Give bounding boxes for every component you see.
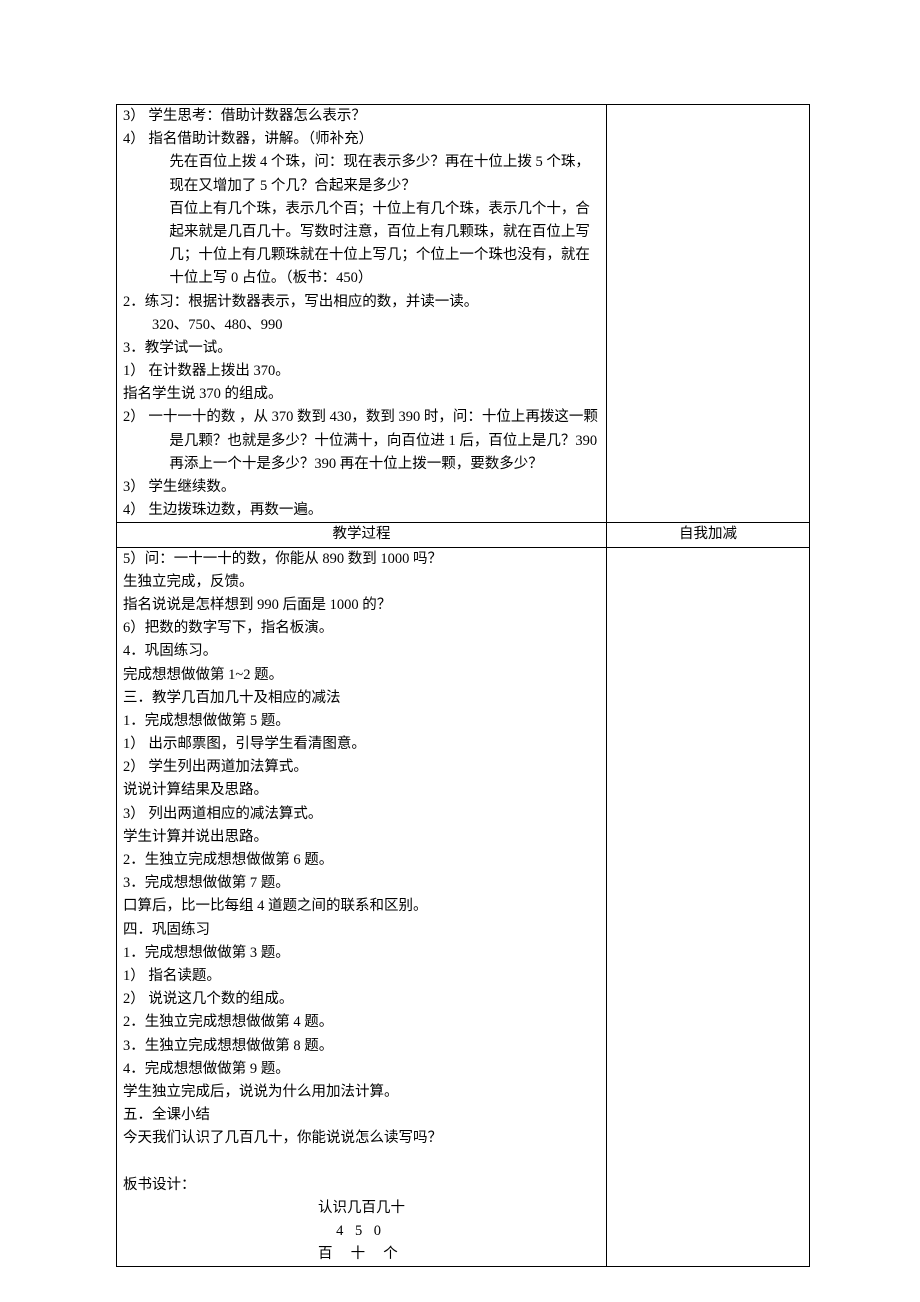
text-line: 1） 在计数器上拨出 370。 [123, 360, 600, 383]
text-line: 3） 学生思考：借助计数器怎么表示？ [123, 105, 600, 128]
document-page: 3） 学生思考：借助计数器怎么表示？ 4） 指名借助计数器，讲解。（师补充） 先… [0, 0, 920, 1302]
text-line: 2．生独立完成想想做做第 6 题。 [123, 849, 600, 872]
text-line: 2） 一十一十的数 ，从 370 数到 430，数到 390 时，问：十位上再拨… [123, 406, 600, 476]
text-line: 3） 列出两道相应的减法算式。 [123, 803, 600, 826]
text-line: 3．生独立完成想想做做第 8 题。 [123, 1035, 600, 1058]
text-line: 五．全课小结 [123, 1104, 600, 1127]
text-line: 3．教学试一试。 [123, 337, 600, 360]
text-line: 3） 学生继续数。 [123, 476, 600, 499]
header-main-label: 教学过程 [333, 526, 391, 542]
text-line: 2） 学生列出两道加法算式。 [123, 756, 600, 779]
text-line: 4．完成想想做做第 9 题。 [123, 1058, 600, 1081]
text-line: 3．完成想想做做第 7 题。 [123, 872, 600, 895]
lower-main-cell: 5）问：一十一十的数，你能从 890 数到 1000 吗？ 生独立完成，反馈。 … [117, 547, 607, 1267]
text-line: 今天我们认识了几百几十，你能说说怎么读写吗？ [123, 1127, 600, 1150]
text-line: 完成想想做做第 1~2 题。 [123, 664, 600, 687]
text-line: 三．教学几百加几十及相应的减法 [123, 687, 600, 710]
text-line: 口算后，比一比每组 4 道题之间的联系和区别。 [123, 895, 600, 918]
text-line: 说说计算结果及思路。 [123, 779, 600, 802]
text-line: 指名说说是怎样想到 990 后面是 1000 的？ [123, 594, 600, 617]
board-design-label: 板书设计： [123, 1174, 600, 1197]
text-line: 百位上有几个珠，表示几个百；十位上有几个珠，表示几个十，合起来就是几百几十。写数… [123, 198, 600, 291]
text-line: 320、750、480、990 [123, 314, 600, 337]
text-line: 5）问：一十一十的数，你能从 890 数到 1000 吗？ [123, 548, 600, 571]
text-line: 4） 指名借助计数器，讲解。（师补充） [123, 128, 600, 151]
text-line: 四．巩固练习 [123, 919, 600, 942]
board-title: 认识几百几十 [123, 1197, 600, 1220]
text-line: 2．生独立完成想想做做第 4 题。 [123, 1011, 600, 1034]
lesson-table: 3） 学生思考：借助计数器怎么表示？ 4） 指名借助计数器，讲解。（师补充） 先… [116, 104, 810, 1267]
lower-side-cell [607, 547, 810, 1267]
upper-side-cell [607, 105, 810, 523]
header-side-cell: 自我加减 [607, 523, 810, 547]
text-line: 1．完成想想做做第 5 题。 [123, 710, 600, 733]
board-number: 450 [123, 1220, 600, 1243]
text-line: 1．完成想想做做第 3 题。 [123, 942, 600, 965]
text-line: 2．练习：根据计数器表示，写出相应的数，并读一读。 [123, 291, 600, 314]
text-line: 6）把数的数字写下，指名板演。 [123, 617, 600, 640]
text-line: 4．巩固练习。 [123, 640, 600, 663]
text-line: 2） 说说这几个数的组成。 [123, 988, 600, 1011]
header-main-cell: 教学过程 [117, 523, 607, 547]
text-line: 1） 指名读题。 [123, 965, 600, 988]
text-line: 4） 生边拨珠边数，再数一遍。 [123, 499, 600, 522]
text-line: 学生独立完成后，说说为什么用加法计算。 [123, 1081, 600, 1104]
text-line: 学生计算并说出思路。 [123, 826, 600, 849]
text-line: 生独立完成，反馈。 [123, 571, 600, 594]
blank-line [123, 1150, 600, 1173]
text-line: 先在百位上拨 4 个珠，问：现在表示多少？再在十位上拨 5 个珠，现在又增加了 … [123, 151, 600, 197]
header-side-label: 自我加减 [679, 526, 737, 542]
text-line: 指名学生说 370 的组成。 [123, 383, 600, 406]
board-places: 百 十 个 [123, 1243, 600, 1266]
text-line: 1） 出示邮票图，引导学生看清图意。 [123, 733, 600, 756]
upper-main-cell: 3） 学生思考：借助计数器怎么表示？ 4） 指名借助计数器，讲解。（师补充） 先… [117, 105, 607, 523]
